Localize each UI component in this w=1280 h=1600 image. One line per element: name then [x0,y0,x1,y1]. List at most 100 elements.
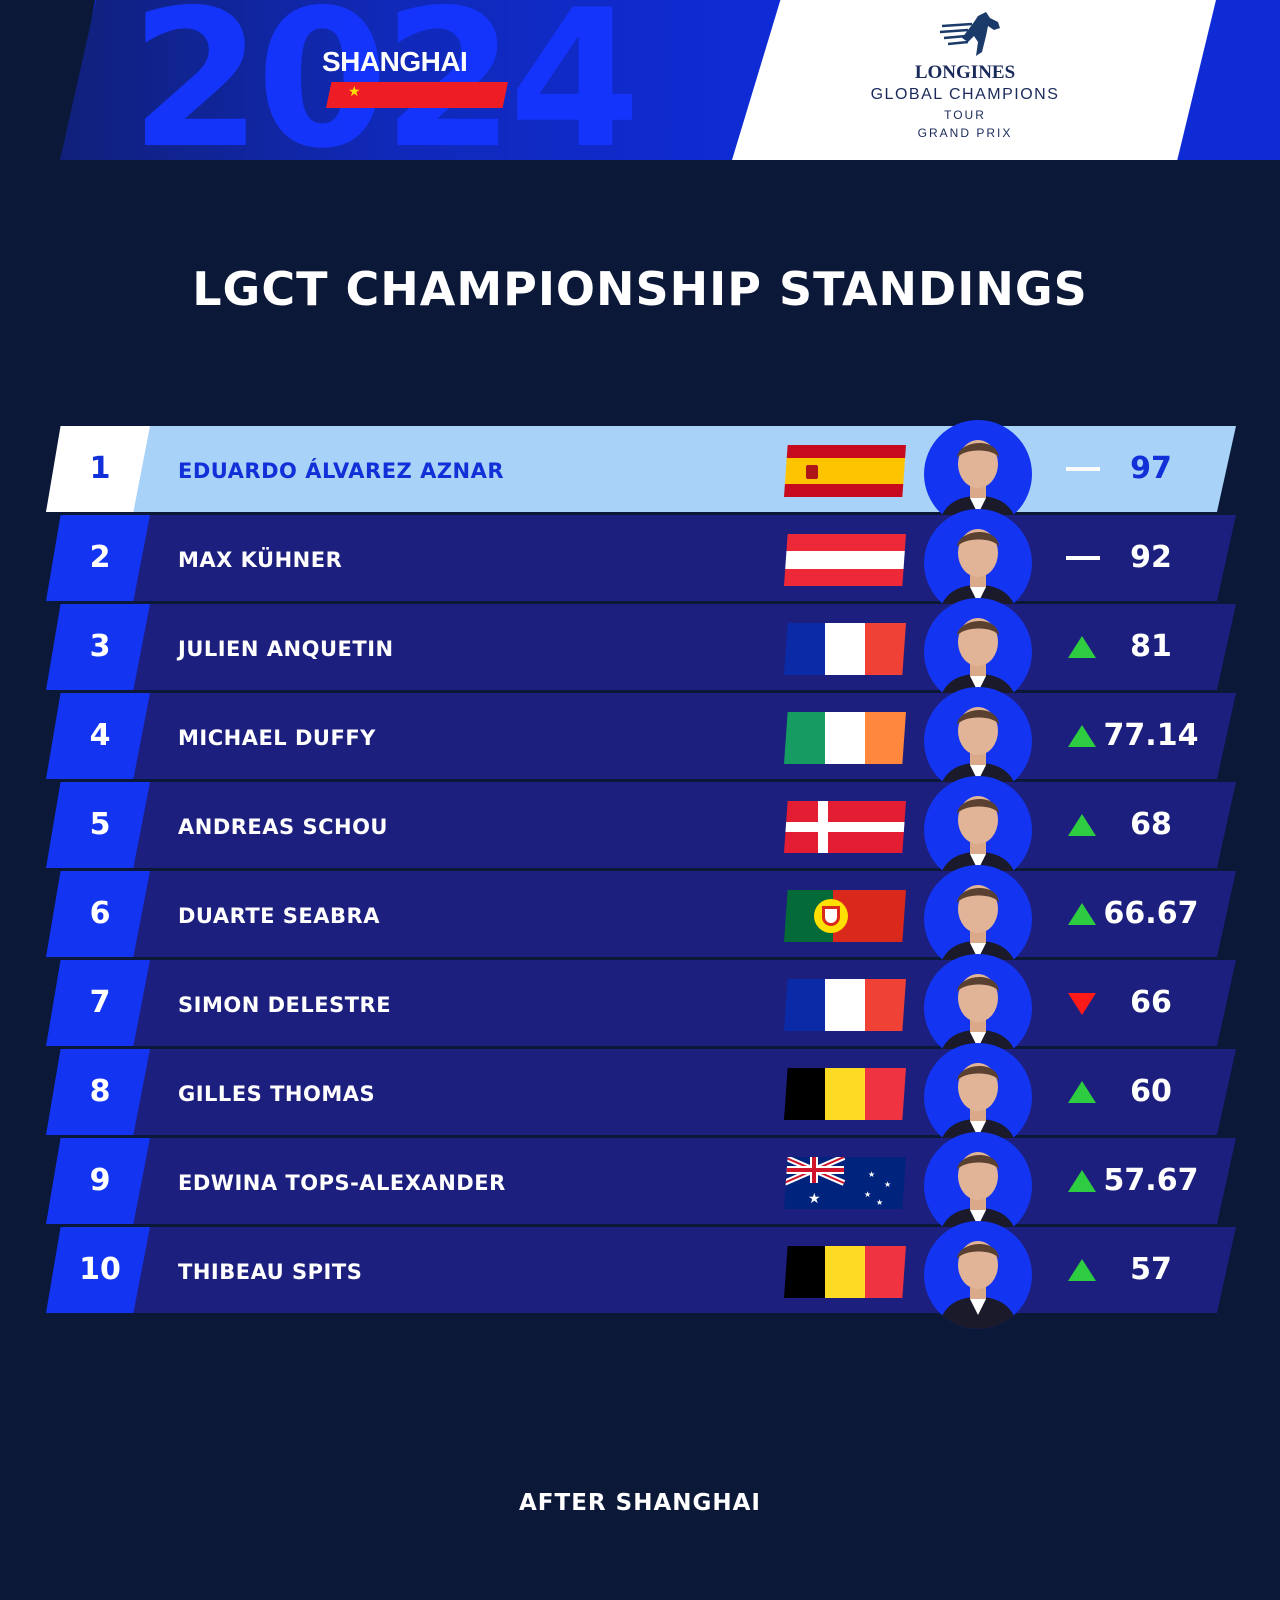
standing-row: 9 EDWINA TOPS-ALEXANDER ★ ★ ★ ★ ★ 57.67 [46,1132,1236,1240]
ireland-flag [784,712,906,764]
row-bar [46,782,1236,868]
banner-panel [60,0,780,160]
trend-indicator [1064,426,1100,512]
svg-text:★: ★ [876,1198,883,1207]
points-value: 68 [1130,807,1172,842]
standing-row: 1 EDUARDO ÁLVAREZ AZNAR 97 [46,420,1236,528]
trend-up-icon [1068,1170,1096,1192]
rider-avatar [924,776,1032,884]
logo-brand: LONGINES [914,62,1016,83]
trend-up-icon [1068,814,1096,836]
rider-name: THIBEAU SPITS [178,1260,363,1284]
rank-number: 3 [89,629,111,664]
row-bar [46,960,1236,1046]
trend-indicator [1064,1049,1100,1135]
rider-name: EDWINA TOPS-ALEXANDER [178,1171,506,1195]
trend-indicator [1064,782,1100,868]
row-bar [46,693,1236,779]
trend-indicator [1064,604,1100,690]
rider-name: ANDREAS SCHOU [178,815,388,839]
rank-number: 10 [79,1252,121,1287]
points-value: 57.67 [1103,1163,1199,1198]
standing-row: 4 MICHAEL DUFFY 77.14 [46,687,1236,795]
logo-tour: TOUR [944,108,986,122]
standing-row: 7 SIMON DELESTRE 66 [46,954,1236,1062]
australia-flag: ★ ★ ★ ★ ★ [784,1157,906,1209]
rank-box [46,782,150,868]
rank-box [46,1227,150,1313]
trend-indicator [1064,1138,1100,1224]
standing-row: 8 GILLES THOMAS 60 [46,1043,1236,1151]
rank-number: 6 [89,896,111,931]
france-flag [784,979,906,1031]
footer-note: AFTER SHANGHAI [519,1490,761,1516]
row-bar [46,604,1236,690]
rank-number: 2 [89,540,111,575]
rank-box [46,515,150,601]
rank-box [46,1049,150,1135]
row-bar [46,1227,1236,1313]
svg-text:★: ★ [868,1170,875,1179]
svg-text:★: ★ [864,1190,871,1199]
rank-number: 8 [89,1074,111,1109]
row-bar [46,1138,1236,1224]
rider-avatar [924,1221,1032,1329]
trend-up-icon [1068,636,1096,658]
trend-indicator [1064,1227,1100,1313]
rank-number: 5 [89,807,111,842]
standing-row: 10 THIBEAU SPITS 57 [46,1221,1236,1329]
rank-box [46,426,150,512]
row-bar [46,871,1236,957]
points-value: 92 [1130,540,1172,575]
event-city: SHANGHAI [322,46,468,77]
points-value: 60 [1130,1074,1172,1109]
row-bar [46,426,1236,512]
star-icon: ★ [348,84,361,100]
rank-number: 1 [89,451,111,486]
rank-number: 9 [89,1163,111,1198]
rank-number: 4 [89,718,111,753]
trend-indicator [1064,960,1100,1046]
standing-row: 2 MAX KÜHNER 92 [46,509,1236,617]
year-watermark: 2024 [130,0,641,160]
rider-name: EDUARDO ÁLVAREZ AZNAR [178,459,505,483]
horse-logo-icon [939,12,1000,56]
rider-name: JULIEN ANQUETIN [178,637,394,661]
trend-up-icon [1068,725,1096,747]
rider-avatar-icon [938,1241,1018,1329]
logo-grand-prix: GRAND PRIX [917,126,1013,140]
france-flag [784,623,906,675]
trend-same-icon [1066,556,1100,560]
points-value: 97 [1130,451,1172,486]
rider-name: MAX KÜHNER [178,548,343,572]
rank-box [46,1138,150,1224]
trend-down-icon [1068,993,1096,1015]
trend-indicator [1064,515,1100,601]
trend-up-icon [1068,1081,1096,1103]
china-flag: ★ [326,82,508,108]
belgium-flag [784,1068,906,1120]
trend-up-icon [1068,1259,1096,1281]
spain-flag [784,445,906,497]
points-value: 57 [1130,1252,1172,1287]
trend-same-icon [1066,467,1100,471]
header-banner: 2024 SHANGHAI ★ LONGINES GLOBAL CHAMPION… [0,0,1280,160]
trend-indicator [1064,693,1100,779]
standing-row: 5 ANDREAS SCHOU 68 [46,776,1236,884]
trend-up-icon [1068,903,1096,925]
points-value: 66 [1130,985,1172,1020]
points-value: 77.14 [1103,718,1199,753]
austria-flag [784,534,906,586]
standing-row: 6 DUARTE SEABRA 66.67 [46,865,1236,973]
points-value: 66.67 [1103,896,1199,931]
rider-name: SIMON DELESTRE [178,993,392,1017]
points-value: 81 [1130,629,1172,664]
row-bar [46,1049,1236,1135]
denmark-flag [784,801,906,853]
trend-indicator [1064,871,1100,957]
svg-text:★: ★ [808,1191,821,1207]
standing-row: 3 JULIEN ANQUETIN 81 [46,598,1236,706]
svg-text:★: ★ [884,1180,891,1189]
rider-name: MICHAEL DUFFY [178,726,376,750]
rank-box [46,960,150,1046]
